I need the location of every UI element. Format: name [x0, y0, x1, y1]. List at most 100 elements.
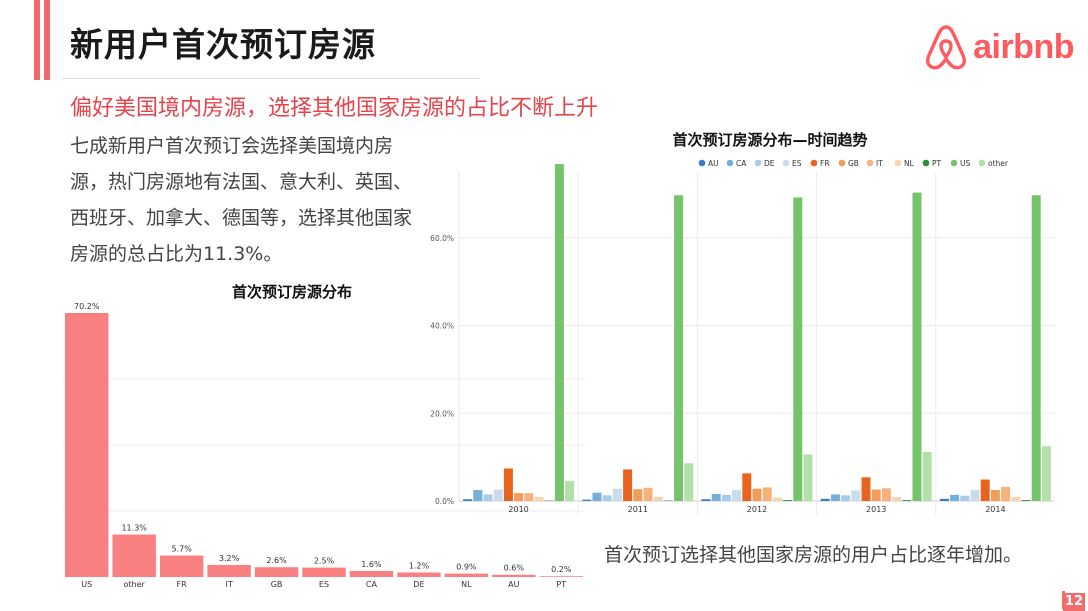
chart2-bar-PT-2014 — [1021, 500, 1031, 501]
chart1-bar-IT — [207, 564, 251, 577]
chart2-legend-label: CA — [736, 159, 747, 168]
chart1-tick-label: PT — [556, 580, 566, 589]
chart2-bar-FR-2013 — [861, 477, 871, 501]
chart2-legend-dot-IT — [866, 159, 874, 167]
chart2-bar-PT-2012 — [783, 500, 793, 501]
chart2-bar-ES-2010 — [493, 489, 503, 501]
chart2-bar-DE-2011 — [602, 495, 612, 501]
chart2-legend-label: ES — [792, 159, 802, 168]
chart2-bar-ES-2013 — [851, 490, 861, 501]
chart2-legend-label: FR — [820, 159, 830, 168]
chart1-tick-label: CA — [366, 580, 378, 589]
chart2-bar-FR-2010 — [503, 468, 513, 501]
chart2-bar-AU-2013 — [820, 498, 830, 501]
chart2-legend-label: PT — [932, 159, 942, 168]
airbnb-logo: airbnb — [925, 24, 1074, 70]
chart2-bar-ES-2012 — [732, 490, 742, 501]
chart2-bar-GB-2010 — [514, 493, 524, 501]
chart1-value-label: 0.9% — [456, 563, 477, 572]
chart2-legend-label: NL — [904, 159, 915, 168]
chart2-bar-FR-2014 — [980, 479, 990, 501]
chart2-legend-dot-GB — [838, 159, 846, 167]
chart2-xtick-label: 2013 — [866, 505, 886, 514]
chart2-bar-GB-2012 — [752, 488, 762, 501]
chart2-bar-ES-2014 — [970, 490, 980, 501]
chart1-tick-label: FR — [177, 580, 188, 589]
chart2-bar-US-2014 — [1031, 195, 1041, 501]
chart2-legend-label: DE — [764, 159, 775, 168]
chart2-bar-IT-2012 — [762, 487, 772, 501]
chart2-ytick-label: 40.0% — [430, 322, 454, 331]
chart1-value-label: 3.2% — [219, 554, 240, 563]
page-number-marker — [1062, 591, 1065, 609]
chart2-bar-IT-2010 — [524, 493, 534, 501]
chart1-tick-label: IT — [225, 580, 232, 589]
chart2-bar-AU-2012 — [701, 499, 711, 501]
chart2-bar-GB-2014 — [990, 490, 1000, 501]
chart2-legend-dot-FR — [810, 159, 818, 167]
airbnb-belo-icon — [926, 25, 967, 70]
chart2-bar-US-2011 — [674, 195, 684, 501]
accent-bar-right — [44, 0, 50, 80]
chart2-bar-other-2013 — [922, 451, 932, 501]
chart2-bar-CA-2014 — [950, 494, 960, 501]
accent-bar-left — [34, 0, 40, 80]
chart1-tick-label: other — [124, 580, 146, 589]
chart1-bar-GB — [254, 567, 299, 577]
chart2-legend-dot-PT — [922, 159, 930, 167]
chart2-bar-AU-2011 — [582, 499, 592, 501]
chart1-bar-PT — [539, 576, 583, 577]
chart2-xtick-label: 2012 — [747, 505, 767, 514]
logo-wordmark: airbnb — [973, 27, 1074, 66]
title-divider — [62, 78, 480, 79]
subtitle: 偏好美国境内房源，选择其他国家房源的占比不断上升 — [70, 96, 599, 121]
chart1-tick-label: NL — [461, 580, 472, 589]
chart2-bar-NL-2010 — [534, 497, 544, 501]
chart-note: 首次预订选择其他国家房源的用户占比逐年增加。 — [604, 544, 1023, 566]
chart1-bar-NL — [444, 573, 489, 577]
chart2-legend-dot-DE — [754, 159, 762, 167]
chart1-title: 首次预订房源分布 — [232, 283, 352, 301]
chart2-legend-dot-US — [950, 159, 958, 167]
chart2-bar-NL-2011 — [653, 497, 663, 501]
chart2-legend-dot-AU — [698, 159, 706, 167]
chart1-value-label: 1.2% — [409, 561, 430, 570]
chart1-bar-FR — [159, 555, 204, 577]
chart2-bar-ES-2011 — [612, 488, 622, 501]
chart1-value-label: 2.6% — [266, 556, 287, 565]
chart1-tick-label: ES — [319, 580, 329, 589]
chart2-legend-dot-other — [978, 159, 986, 167]
page-number: 12 — [1062, 591, 1088, 611]
chart1-value-label: 70.2% — [74, 302, 100, 311]
chart1-tick-label: GB — [271, 580, 283, 589]
chart2-legend-dot-ES — [782, 159, 790, 167]
chart2-bar-AU-2010 — [463, 499, 473, 501]
chart2-legend-dot-CA — [726, 159, 734, 167]
chart2-legend-label: AU — [708, 159, 719, 168]
chart1-value-label: 1.6% — [361, 560, 382, 569]
chart1-bar-other — [112, 534, 156, 577]
chart2-bar-IT-2013 — [881, 488, 891, 501]
chart2-bar-other-2014 — [1041, 446, 1051, 501]
chart2-legend-label: other — [988, 159, 1009, 168]
chart2-bar-FR-2011 — [623, 469, 633, 501]
chart2-bar-PT-2013 — [902, 500, 912, 501]
chart2-xtick-label: 2014 — [985, 505, 1005, 514]
page-number-label: 12 — [1062, 593, 1085, 611]
chart1-bar-DE — [397, 572, 441, 577]
chart2-bar-GB-2013 — [871, 489, 881, 501]
chart1-value-label: 11.3% — [121, 524, 147, 533]
chart2-legend-label: IT — [876, 159, 883, 168]
chart1-value-label: 0.6% — [504, 564, 525, 573]
chart2-ytick-label: 60.0% — [430, 234, 454, 243]
chart1-bar-CA — [349, 570, 394, 577]
page-title: 新用户首次预订房源 — [70, 25, 376, 64]
chart2-ytick-label: 20.0% — [430, 409, 454, 418]
chart2-bar-CA-2010 — [473, 490, 483, 501]
chart1-value-label: 0.2% — [551, 565, 572, 574]
chart2-bar-CA-2013 — [830, 494, 840, 501]
chart2-xtick-label: 2010 — [508, 505, 528, 514]
chart2-bar-DE-2012 — [721, 494, 731, 501]
